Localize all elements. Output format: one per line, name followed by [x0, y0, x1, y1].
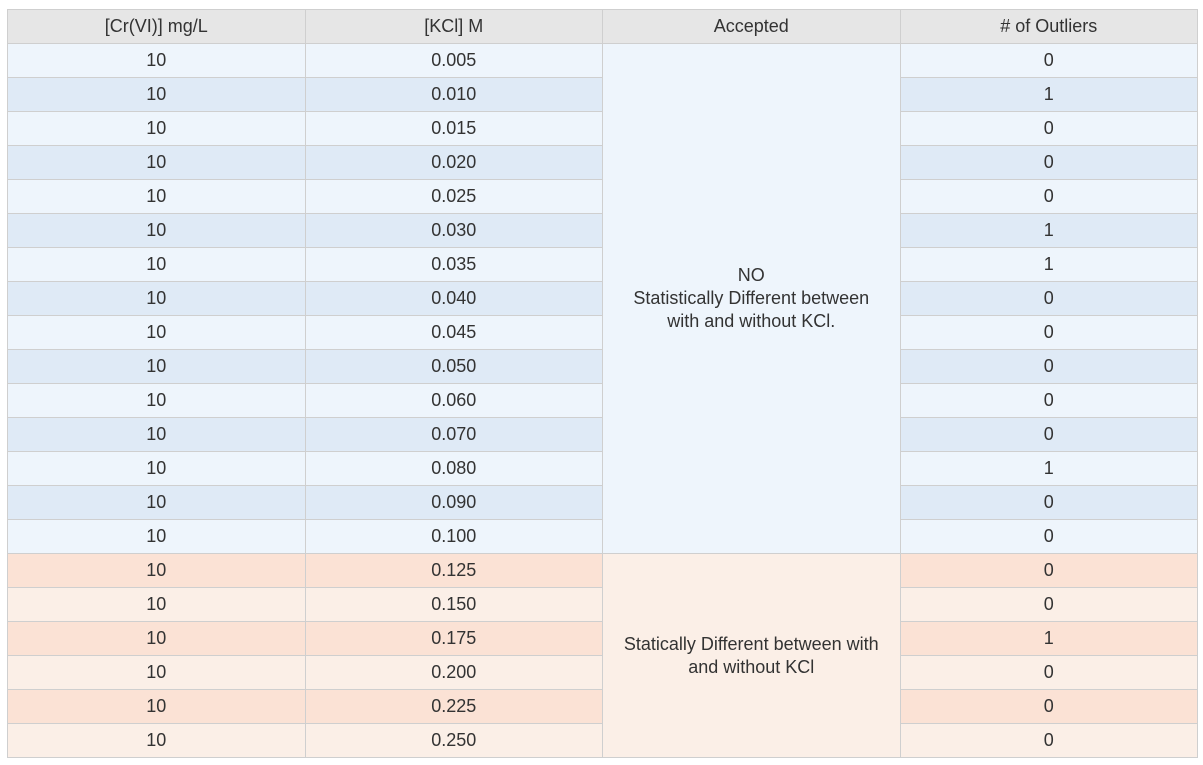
cell-kcl-concentration: 0.225: [304, 689, 603, 724]
table-row: 10 0.030 1: [7, 213, 1198, 248]
cell-kcl-concentration: 0.020: [304, 145, 603, 180]
table-row: 10 0.070 0: [7, 417, 1198, 452]
cell-kcl-concentration: 0.060: [304, 383, 603, 418]
accepted-text-line: Statically Different between with: [623, 633, 879, 654]
header-cr-concentration: [Cr(VI)] mg/L: [7, 9, 306, 44]
table-row: 10 0.080 1: [7, 451, 1198, 486]
cell-outliers: 0: [899, 43, 1198, 78]
cell-kcl-concentration: 0.175: [304, 621, 603, 656]
cell-cr-concentration: 10: [7, 179, 306, 214]
accepted-text-line: and without KCl: [688, 656, 815, 677]
cell-cr-concentration: 10: [7, 247, 306, 282]
cell-kcl-concentration: 0.125: [304, 553, 603, 588]
cell-outliers: 1: [899, 213, 1198, 248]
cell-outliers: 1: [899, 621, 1198, 656]
cell-cr-concentration: 10: [7, 553, 306, 588]
cell-cr-concentration: 10: [7, 43, 306, 78]
cell-outliers: 0: [899, 349, 1198, 384]
header-outliers: # of Outliers: [899, 9, 1198, 44]
cell-kcl-concentration: 0.025: [304, 179, 603, 214]
cell-kcl-concentration: 0.015: [304, 111, 603, 146]
table-row: 10 0.050 0: [7, 349, 1198, 384]
accepted-cell-group-2: Statically Different between with and wit…: [602, 553, 901, 758]
cell-kcl-concentration: 0.030: [304, 213, 603, 248]
cell-cr-concentration: 10: [7, 417, 306, 452]
cell-outliers: 0: [899, 519, 1198, 554]
table-row: 10 0.010 1: [7, 77, 1198, 112]
cell-cr-concentration: 10: [7, 451, 306, 486]
cell-outliers: 0: [899, 383, 1198, 418]
cell-outliers: 1: [899, 77, 1198, 112]
cell-kcl-concentration: 0.050: [304, 349, 603, 384]
outliers-table: [Cr(VI)] mg/L [KCl] M Accepted # of Outl…: [7, 9, 1198, 758]
table-row: 10 0.045 0: [7, 315, 1198, 350]
table-row: 10 0.200 0: [7, 655, 1198, 690]
cell-outliers: 0: [899, 417, 1198, 452]
cell-outliers: 0: [899, 485, 1198, 520]
cell-outliers: 0: [899, 723, 1198, 758]
cell-kcl-concentration: 0.070: [304, 417, 603, 452]
cell-cr-concentration: 10: [7, 349, 306, 384]
table-row: 10 0.250 0: [7, 723, 1198, 758]
table-row: 10 0.020 0: [7, 145, 1198, 180]
table-row: 10 0.035 1: [7, 247, 1198, 282]
cell-cr-concentration: 10: [7, 383, 306, 418]
cell-cr-concentration: 10: [7, 723, 306, 758]
cell-kcl-concentration: 0.005: [304, 43, 603, 78]
table-body: 10 0.005 NO Statistically Different between…: [7, 43, 1198, 758]
table-row: 10 0.025 0: [7, 179, 1198, 214]
table-row: 10 0.150 0: [7, 587, 1198, 622]
table-row: 10 0.090 0: [7, 485, 1198, 520]
cell-kcl-concentration: 0.090: [304, 485, 603, 520]
table-row: 10 0.125 Statically Different between with…: [7, 553, 1198, 758]
cell-kcl-concentration: 0.010: [304, 77, 603, 112]
cell-cr-concentration: 10: [7, 655, 306, 690]
cell-outliers: 0: [899, 553, 1198, 588]
accepted-text-line: Statistically Different between: [633, 288, 870, 308]
header-accepted: Accepted: [602, 9, 901, 44]
cell-kcl-concentration: 0.035: [304, 247, 603, 282]
cell-cr-concentration: 10: [7, 281, 306, 316]
table-header: [Cr(VI)] mg/L [KCl] M Accepted # of Outl…: [7, 9, 1198, 44]
table-row: 10 0.060 0: [7, 383, 1198, 418]
cell-outliers: 0: [899, 587, 1198, 622]
cell-kcl-concentration: 0.040: [304, 281, 603, 316]
cell-cr-concentration: 10: [7, 213, 306, 248]
cell-outliers: 0: [899, 689, 1198, 724]
cell-cr-concentration: 10: [7, 111, 306, 146]
cell-outliers: 1: [899, 247, 1198, 282]
table-row: 10 0.040 0: [7, 281, 1198, 316]
table-row: 10 0.175 1: [7, 621, 1198, 656]
cell-kcl-concentration: 0.200: [304, 655, 603, 690]
cell-kcl-concentration: 0.045: [304, 315, 603, 350]
cell-cr-concentration: 10: [7, 77, 306, 112]
table-row: 10 0.005 NO Statistically Different between…: [7, 43, 1198, 554]
cell-kcl-concentration: 0.150: [304, 587, 603, 622]
cell-cr-concentration: 10: [7, 315, 306, 350]
cell-kcl-concentration: 0.250: [304, 723, 603, 758]
table-row: 10 0.225 0: [7, 689, 1198, 724]
cell-kcl-concentration: 0.080: [304, 451, 603, 486]
accepted-text-line: with and without KCl.: [667, 311, 836, 331]
cell-outliers: 0: [899, 315, 1198, 350]
cell-cr-concentration: 10: [7, 621, 306, 656]
header-row: [Cr(VI)] mg/L [KCl] M Accepted # of Outl…: [7, 9, 1198, 44]
cell-cr-concentration: 10: [7, 519, 306, 554]
table-row: 10 0.015 0: [7, 111, 1198, 146]
header-kcl-concentration: [KCl] M: [304, 9, 603, 44]
accepted-cell-group-1: NO Statistically Different between with an…: [602, 43, 901, 554]
cell-kcl-concentration: 0.100: [304, 519, 603, 554]
cell-outliers: 0: [899, 111, 1198, 146]
cell-cr-concentration: 10: [7, 587, 306, 622]
cell-cr-concentration: 10: [7, 145, 306, 180]
cell-outliers: 0: [899, 179, 1198, 214]
cell-cr-concentration: 10: [7, 689, 306, 724]
cell-outliers: 1: [899, 451, 1198, 486]
accepted-text-line: NO: [737, 265, 765, 285]
cell-outliers: 0: [899, 281, 1198, 316]
cell-cr-concentration: 10: [7, 485, 306, 520]
cell-outliers: 0: [899, 145, 1198, 180]
cell-outliers: 0: [899, 655, 1198, 690]
